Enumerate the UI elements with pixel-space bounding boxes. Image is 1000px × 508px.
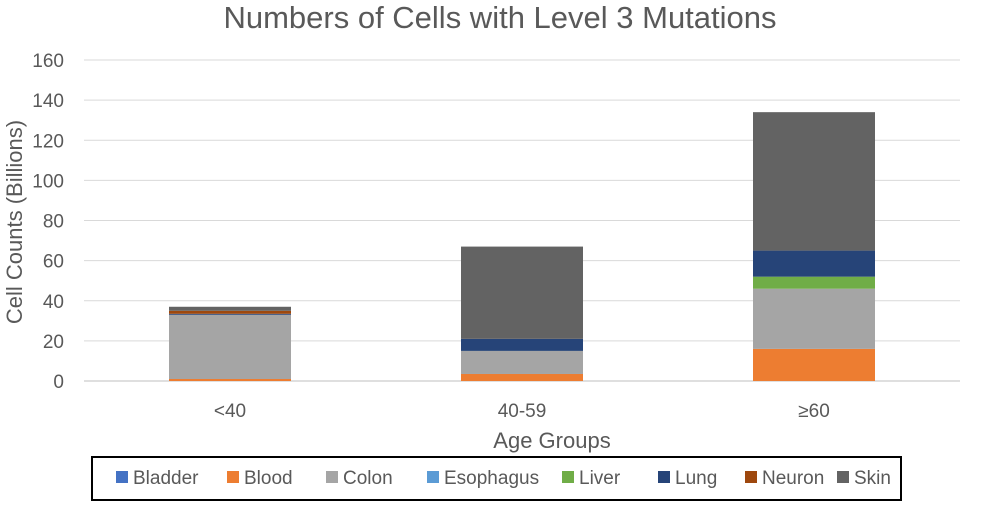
legend-label-liver: Liver	[579, 468, 621, 489]
legend: Bladder Blood Colon Esophagus Liver Lung Neuro…	[91, 456, 902, 501]
y-tick-label: 160	[32, 51, 64, 72]
bar-segment-lung	[169, 313, 291, 315]
y-tick-label: 120	[32, 131, 64, 152]
x-tick-label: ≥60	[798, 401, 830, 422]
legend-swatch-colon	[326, 471, 338, 483]
y-tick-label: 140	[32, 91, 64, 112]
legend-label-blood: Blood	[244, 468, 293, 489]
legend-swatch-blood	[227, 471, 239, 483]
bar-segment-skin	[461, 246, 583, 339]
x-tick-label: <40	[214, 401, 246, 422]
x-axis-label: Age Groups	[493, 428, 610, 453]
y-tick-label: 0	[53, 372, 64, 393]
y-tick-label: 40	[43, 292, 64, 313]
y-tick-label: 80	[43, 212, 64, 233]
bar-segment-colon	[169, 314, 291, 379]
legend-box	[91, 456, 902, 501]
legend-label-esophagus: Esophagus	[444, 468, 539, 489]
bar-segment-colon	[753, 288, 875, 349]
legend-label-skin: Skin	[854, 468, 891, 489]
y-tick-label: 100	[32, 171, 64, 192]
bars	[169, 112, 875, 381]
bar-segment-lung	[753, 250, 875, 277]
bar-segment-colon	[461, 350, 583, 374]
legend-label-lung: Lung	[675, 468, 717, 489]
y-tick-label: 20	[43, 332, 64, 353]
bar-segment-lung	[461, 338, 583, 351]
x-tick-label: 40-59	[498, 401, 547, 422]
chart-title: Numbers of Cells with Level 3 Mutations	[223, 0, 776, 35]
bar-segment-liver	[753, 276, 875, 289]
y-axis-ticks: 0 20 40 60 80 100 120 140 160	[32, 51, 64, 393]
legend-swatch-liver	[562, 471, 574, 483]
x-axis-ticks: <40 40-59 ≥60	[214, 401, 830, 422]
legend-label-colon: Colon	[343, 468, 393, 489]
legend-label-bladder: Bladder	[133, 468, 199, 489]
bar-segment-blood	[169, 378, 291, 381]
y-axis-label: Cell Counts (Billions)	[2, 120, 27, 324]
legend-swatch-bladder	[116, 471, 128, 483]
y-tick-label: 60	[43, 252, 64, 273]
bar-segment-blood	[753, 348, 875, 381]
bar-segment-blood	[461, 373, 583, 381]
bar-segment-neuron	[169, 310, 291, 314]
bar-segment-skin	[753, 112, 875, 251]
bar-segment-skin	[169, 306, 291, 311]
legend-swatch-neuron	[745, 471, 757, 483]
legend-swatch-esophagus	[427, 471, 439, 483]
legend-label-neuron: Neuron	[762, 468, 824, 489]
legend-swatch-lung	[658, 471, 670, 483]
legend-swatch-skin	[837, 471, 849, 483]
